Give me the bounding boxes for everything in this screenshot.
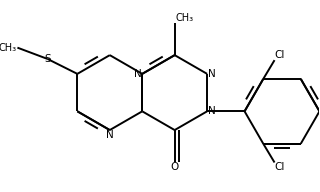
Text: N: N [208, 106, 216, 116]
Text: N: N [106, 131, 114, 141]
Text: N: N [134, 69, 141, 79]
Text: Cl: Cl [275, 50, 285, 60]
Text: O: O [171, 162, 179, 172]
Text: CH₃: CH₃ [0, 43, 17, 53]
Text: N: N [208, 69, 216, 79]
Text: S: S [44, 54, 51, 64]
Text: Cl: Cl [275, 162, 285, 172]
Text: CH₃: CH₃ [176, 13, 194, 23]
